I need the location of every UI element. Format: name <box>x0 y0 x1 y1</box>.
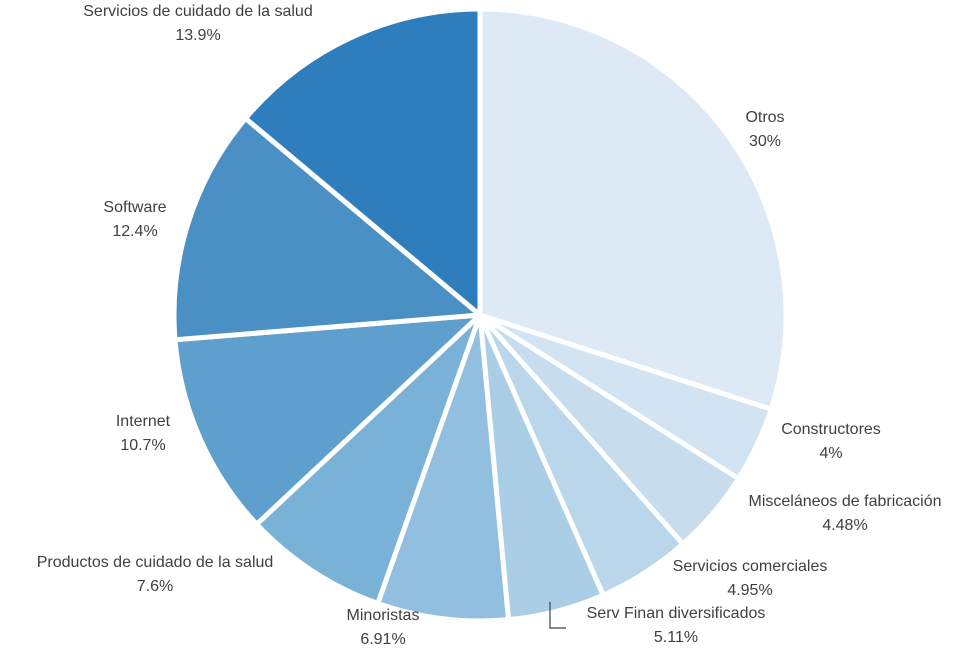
slice-category-label: Serv Finan diversificados <box>587 605 766 622</box>
pie-slices <box>171 6 789 624</box>
pie-slice-6 <box>375 312 511 624</box>
slice-label-2: Constructores 4% <box>781 421 881 462</box>
slice-label-10: Servicios de cuidado de la salud 13.9% <box>83 3 312 44</box>
slice-category-label: Servicios de cuidado de la salud <box>83 3 312 20</box>
slice-category-label: Software <box>103 199 166 216</box>
slice-category-label: Constructores <box>781 421 881 438</box>
slice-category-label: Internet <box>116 413 171 430</box>
leader-line <box>549 602 566 629</box>
slice-category-label: Otros <box>745 109 784 126</box>
slice-value-label: 30% <box>749 133 781 150</box>
pie-slice-8 <box>172 312 483 527</box>
slice-value-label: 10.7% <box>120 437 165 454</box>
slice-category-label: Minoristas <box>347 607 420 624</box>
slice-label-7: Productos de cuidado de la salud 7.6% <box>37 554 274 595</box>
slice-label-4: Servicios comerciales 4.95% <box>673 558 828 599</box>
slice-value-label: 7.6% <box>137 578 173 595</box>
slice-value-label: 4% <box>819 445 842 462</box>
slice-label-1: Otros 30% <box>745 109 784 150</box>
pie-slice-10 <box>243 6 483 318</box>
leader-lines <box>549 602 566 629</box>
slice-value-label: 6.91% <box>360 631 405 648</box>
slice-value-label: 5.11% <box>654 629 698 646</box>
pie-slice-9 <box>171 115 483 343</box>
pie-slice-7 <box>254 312 483 606</box>
slice-value-label: 4.48% <box>822 517 867 534</box>
slice-label-6: Minoristas 6.91% <box>347 607 420 648</box>
slice-category-label: Productos de cuidado de la salud <box>37 554 274 571</box>
slice-label-9: Software 12.4% <box>103 199 166 240</box>
slice-label-3: Misceláneos de fabricación 4.48% <box>749 493 942 534</box>
slice-label-8: Internet 10.7% <box>116 413 171 454</box>
slice-labels: Otros 30% Constructores 4% Misceláneos de fa… <box>37 3 942 648</box>
slice-value-label: 13.9% <box>175 27 220 44</box>
slice-label-5: Serv Finan diversificados 5.11% <box>587 605 766 646</box>
slice-category-label: Misceláneos de fabricación <box>749 493 942 510</box>
slice-value-label: 12.4% <box>112 223 157 240</box>
slice-category-label: Servicios comerciales <box>673 558 828 575</box>
pie-slice-1 <box>477 6 789 412</box>
slice-value-label: 4.95% <box>727 582 772 599</box>
